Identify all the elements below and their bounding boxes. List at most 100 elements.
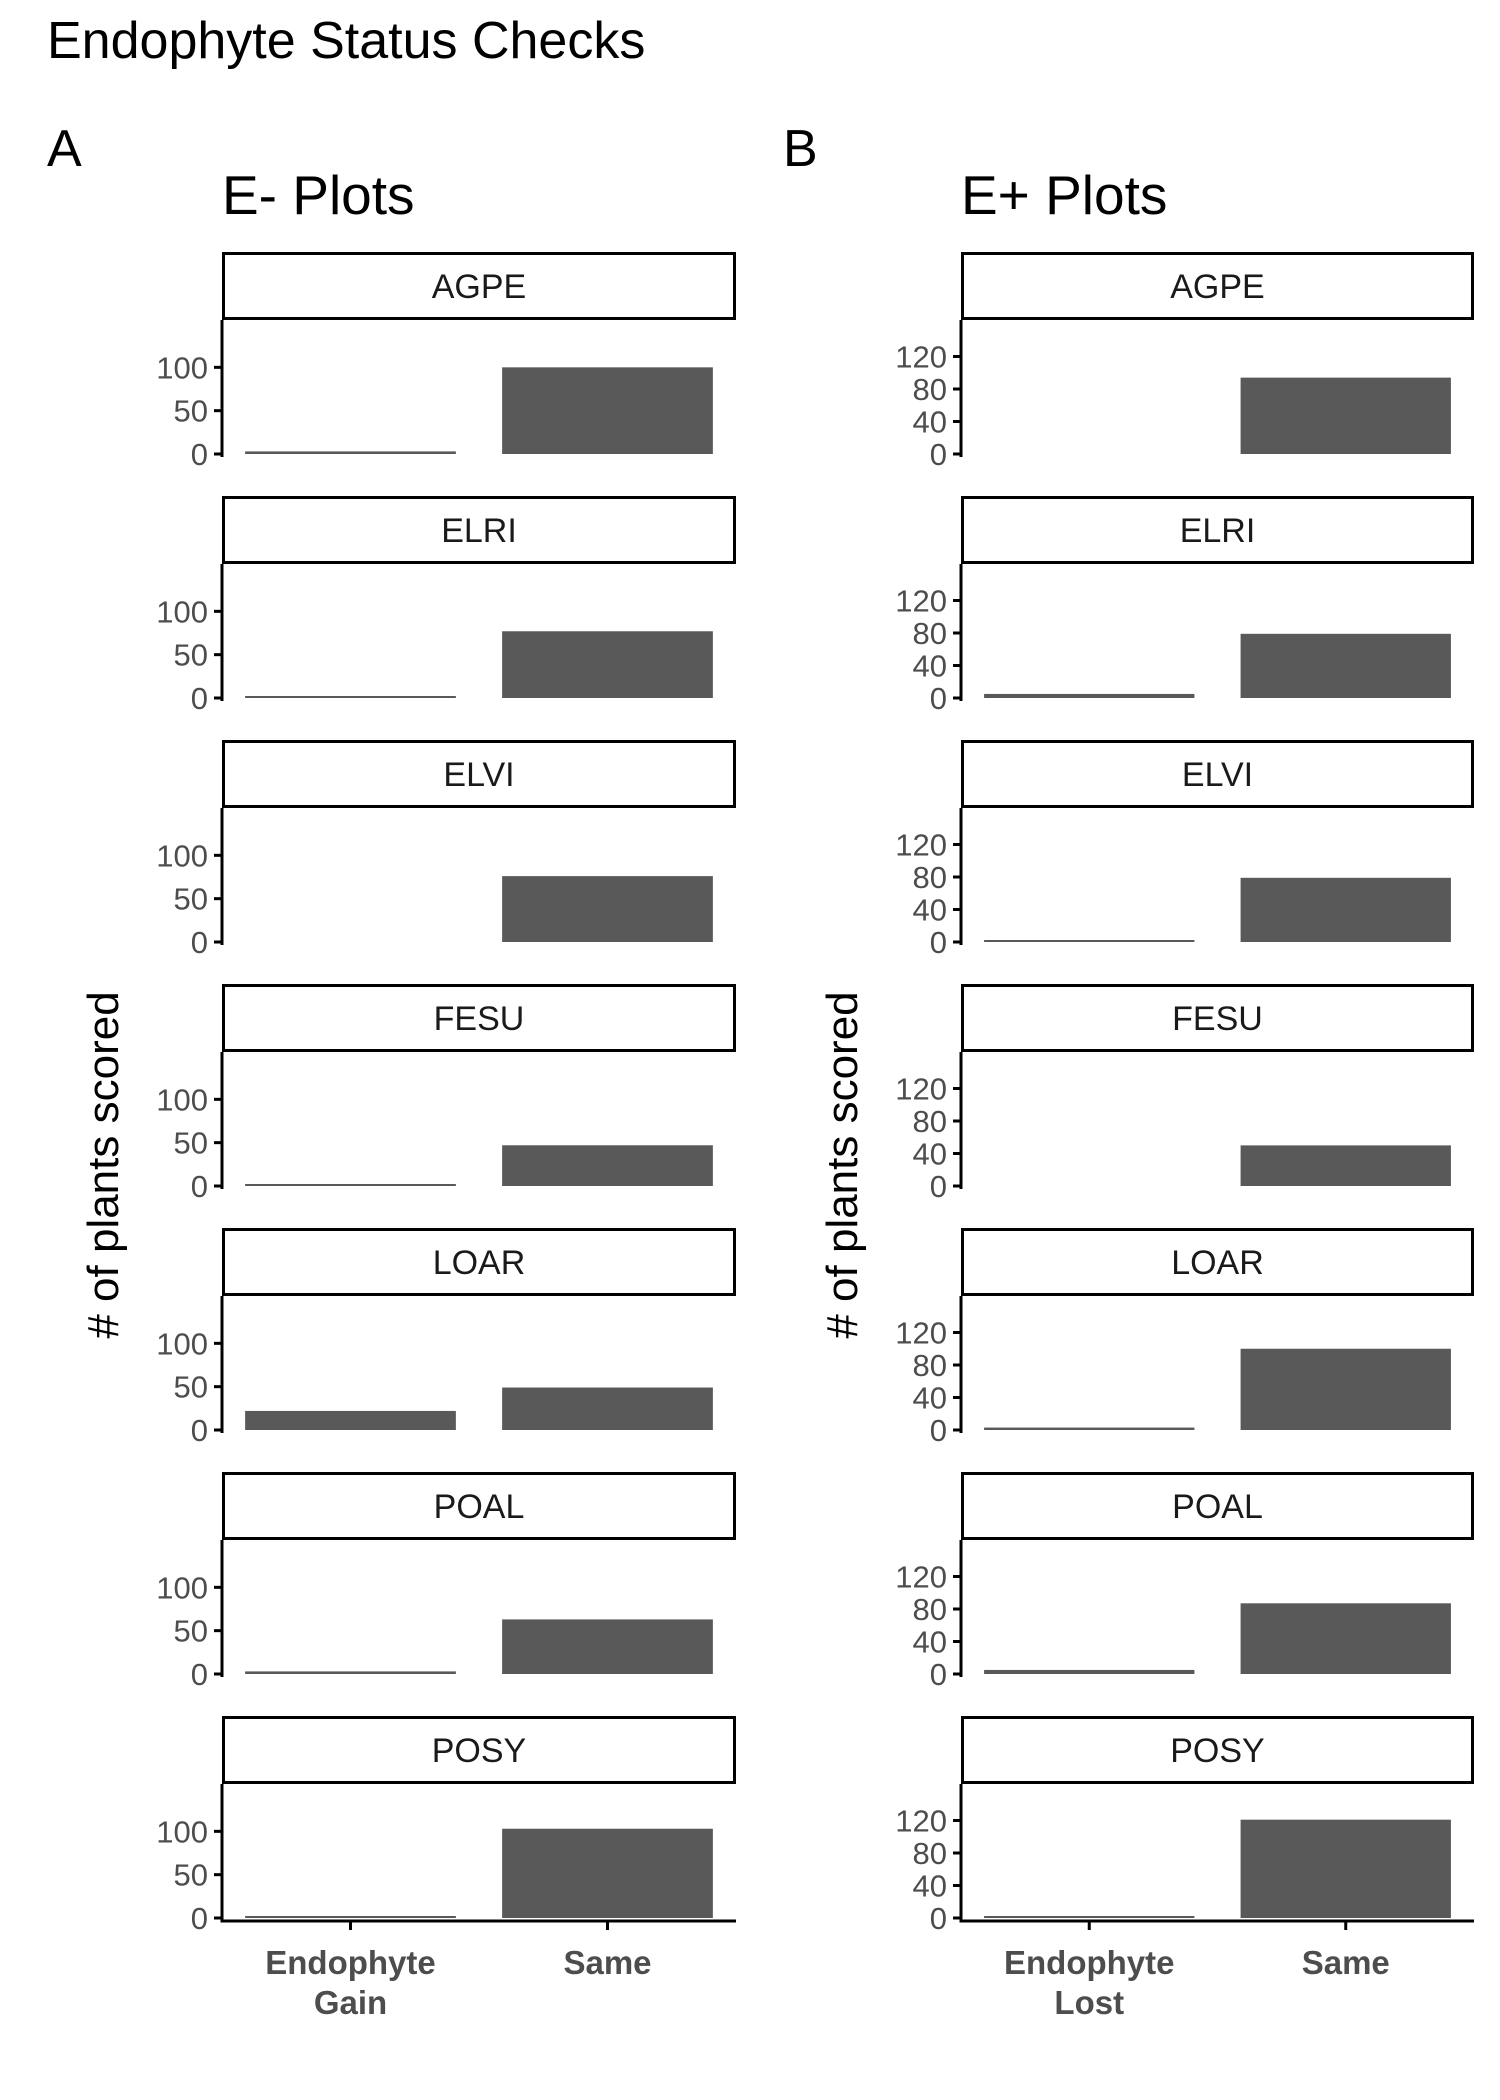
bar-same <box>502 1387 713 1430</box>
bar-endophyte-gain <box>245 1671 456 1674</box>
y-tick-label: 80 <box>913 372 947 407</box>
y-tick-label: 50 <box>174 882 208 917</box>
y-tick-label: 100 <box>156 1082 208 1117</box>
bar-endophyte-gain <box>245 1184 456 1186</box>
bar-same <box>1240 1145 1451 1186</box>
facet-label: LOAR <box>433 1244 526 1282</box>
y-tick-label: 100 <box>156 350 208 385</box>
bar-endophyte-gain <box>245 1916 456 1918</box>
bar-endophyte-lost <box>984 1916 1195 1918</box>
y-tick-label: 0 <box>191 1657 208 1692</box>
facet-label: AGPE <box>432 268 526 306</box>
y-tick-label: 120 <box>895 1804 947 1839</box>
y-tick-label: 0 <box>191 925 208 960</box>
facet-strip <box>222 252 736 320</box>
facet-label: AGPE <box>1170 268 1264 306</box>
y-tick-label: 40 <box>913 893 947 928</box>
bar-same <box>502 1145 713 1186</box>
y-tick-label: 120 <box>895 828 947 863</box>
facet-strip <box>961 740 1474 808</box>
y-tick-label: 40 <box>913 1869 947 1904</box>
y-tick-label: 0 <box>930 1169 947 1204</box>
y-tick-label: 0 <box>191 681 208 716</box>
y-tick-label: 0 <box>191 437 208 472</box>
y-tick-label: 0 <box>930 681 947 716</box>
y-tick-label: 50 <box>174 394 208 429</box>
facet-loar: LOAR 0 50 100 <box>156 1228 736 1448</box>
facet-strip <box>222 1716 736 1784</box>
bar-same <box>1240 633 1451 698</box>
facet-label: LOAR <box>1171 1244 1264 1282</box>
bar-same <box>502 367 713 454</box>
bar-same <box>502 1619 713 1674</box>
facet-strip <box>961 1472 1474 1540</box>
bar-same <box>1240 1348 1451 1430</box>
y-tick-label: 120 <box>895 1560 947 1595</box>
bar-endophyte-lost <box>984 940 1195 942</box>
bar-same <box>502 631 713 698</box>
facet-elvi: ELVI 0 50 100 <box>156 740 736 960</box>
y-axis-title: # of plants scored <box>79 991 128 1338</box>
facet-label: FESU <box>434 1000 525 1038</box>
x-tick-label: Same <box>563 1944 651 1981</box>
panel-title: E- Plots <box>222 164 415 226</box>
facet-elri: ELRI 0 50 100 <box>156 496 736 716</box>
bar-endophyte-lost <box>984 1427 1195 1430</box>
bar-endophyte-lost <box>984 1669 1195 1674</box>
x-tick-label: Gain <box>314 1984 387 2021</box>
x-tick-label: Lost <box>1054 1984 1124 2021</box>
bar-endophyte-lost <box>984 693 1195 698</box>
y-tick-label: 50 <box>174 1614 208 1649</box>
facet-strip <box>222 984 736 1052</box>
y-tick-label: 40 <box>913 649 947 684</box>
facet-label: ELRI <box>1180 512 1256 550</box>
y-tick-label: 100 <box>156 1814 208 1849</box>
y-tick-label: 100 <box>156 1570 208 1605</box>
y-tick-label: 0 <box>191 1901 208 1936</box>
x-tick-label: Same <box>1302 1944 1390 1981</box>
figure-title: Endophyte Status Checks <box>47 12 645 70</box>
y-tick-label: 0 <box>191 1169 208 1204</box>
bar-same <box>1240 877 1451 942</box>
facet-label: ELRI <box>441 512 517 550</box>
facet-strip <box>961 1228 1474 1296</box>
panel-tag: A <box>47 120 82 178</box>
bar-endophyte-gain <box>245 1410 456 1430</box>
facet-poal: POAL 0 50 100 <box>156 1472 736 1692</box>
panel-tag: B <box>783 120 818 178</box>
y-tick-label: 40 <box>913 1625 947 1660</box>
y-tick-label: 80 <box>913 1592 947 1627</box>
bar-same <box>1240 377 1451 454</box>
facet-label: POAL <box>434 1488 525 1526</box>
facet-strip <box>222 496 736 564</box>
y-tick-label: 50 <box>174 1370 208 1405</box>
facet-strip <box>961 1716 1474 1784</box>
y-tick-label: 80 <box>913 860 947 895</box>
facet-agpe: AGPE 0 50 100 <box>156 252 736 472</box>
facet-label: POSY <box>432 1732 526 1770</box>
facet-strip <box>961 984 1474 1052</box>
bar-same <box>1240 1819 1451 1918</box>
bar-same <box>502 1828 713 1918</box>
y-tick-label: 0 <box>930 437 947 472</box>
y-tick-label: 120 <box>895 1072 947 1107</box>
y-tick-label: 0 <box>930 925 947 960</box>
facet-label: FESU <box>1172 1000 1263 1038</box>
facet-strip <box>961 496 1474 564</box>
facet-strip <box>961 252 1474 320</box>
facet-strip <box>222 1228 736 1296</box>
panel-title: E+ Plots <box>961 164 1167 226</box>
y-tick-label: 50 <box>174 1858 208 1893</box>
y-tick-label: 80 <box>913 1104 947 1139</box>
bar-endophyte-gain <box>245 451 456 454</box>
y-tick-label: 0 <box>930 1413 947 1448</box>
facet-strip <box>222 740 736 808</box>
y-tick-label: 120 <box>895 340 947 375</box>
y-axis-title: # of plants scored <box>818 991 867 1338</box>
